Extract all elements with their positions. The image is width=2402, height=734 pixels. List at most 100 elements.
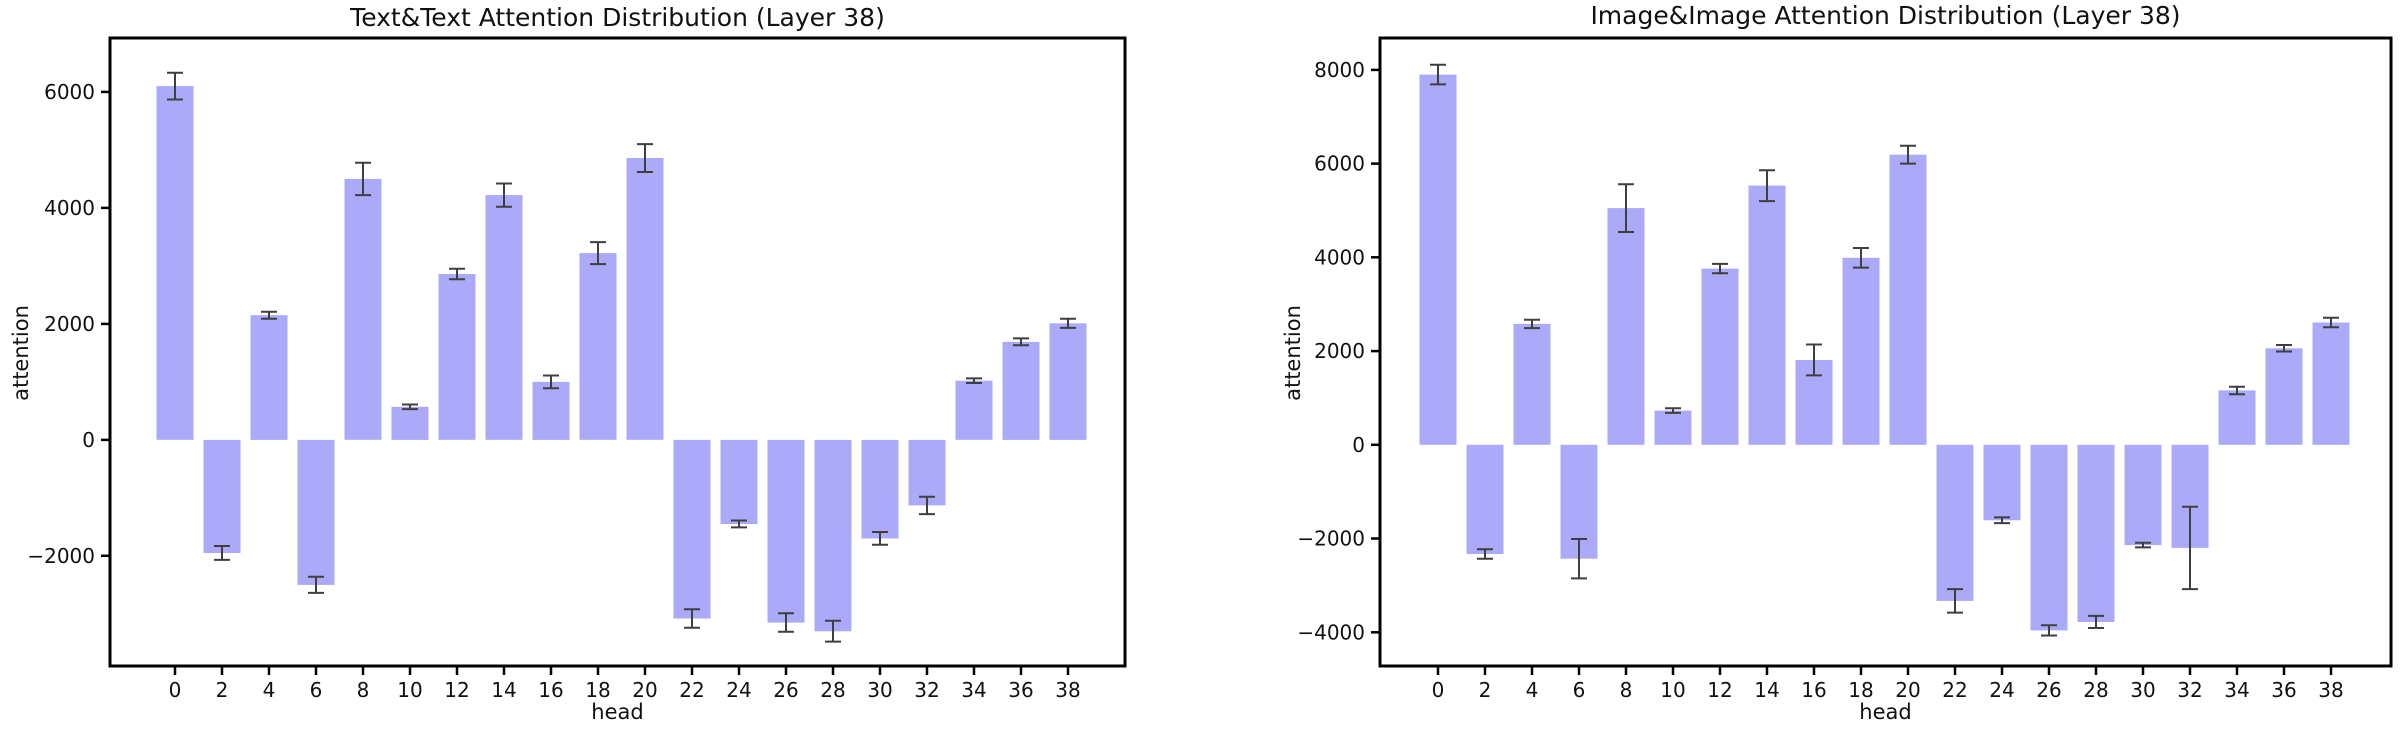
bar-head-14 bbox=[485, 195, 523, 440]
x-tick-label: 34 bbox=[2224, 678, 2249, 702]
bar-head-4 bbox=[250, 315, 288, 440]
y-tick-label: 8000 bbox=[1314, 58, 1365, 82]
x-tick-label: 20 bbox=[1895, 678, 1920, 702]
y-tick-label: −2000 bbox=[1297, 527, 1365, 551]
bar-head-28 bbox=[2077, 444, 2115, 622]
error-bar-head-38 bbox=[2323, 316, 2339, 329]
bar-head-34 bbox=[2218, 390, 2256, 445]
x-tick-label: 10 bbox=[397, 678, 422, 702]
x-tick-label: 0 bbox=[169, 678, 182, 702]
x-tick-label: 0 bbox=[1432, 678, 1445, 702]
bar-head-8 bbox=[344, 178, 382, 440]
error-bar-head-0 bbox=[167, 71, 183, 101]
bar-head-22 bbox=[673, 439, 711, 619]
y-tick-label: 4000 bbox=[1314, 245, 1365, 269]
error-bar-head-30 bbox=[2135, 541, 2151, 549]
y-tick-label: 4000 bbox=[44, 196, 95, 220]
x-tick-label: 2 bbox=[216, 678, 229, 702]
error-bar-head-20 bbox=[1900, 144, 1916, 165]
y-tick-label: −2000 bbox=[27, 544, 95, 568]
bar-head-30 bbox=[2124, 444, 2162, 546]
x-tick-label: 8 bbox=[357, 678, 370, 702]
error-bar-head-6 bbox=[1571, 538, 1587, 580]
x-tick-label: 34 bbox=[961, 678, 986, 702]
x-tick-label: 32 bbox=[914, 678, 939, 702]
error-bar-head-24 bbox=[731, 519, 747, 529]
error-bar-head-36 bbox=[2276, 344, 2292, 353]
x-tick-label: 24 bbox=[1989, 678, 2014, 702]
error-bar-head-30 bbox=[872, 531, 888, 546]
error-bar-head-10 bbox=[1665, 407, 1681, 414]
x-tick-label: 38 bbox=[2318, 678, 2343, 702]
error-bar-head-16 bbox=[1806, 343, 1822, 377]
x-tick-label: 28 bbox=[820, 678, 845, 702]
bar-head-22 bbox=[1936, 444, 1974, 601]
bar-head-12 bbox=[438, 274, 476, 440]
y-tick-label: 6000 bbox=[44, 80, 95, 104]
bar-head-4 bbox=[1513, 323, 1551, 445]
error-bars bbox=[1430, 63, 2339, 637]
error-bar-head-28 bbox=[2088, 614, 2104, 629]
x-tick-label: 12 bbox=[1707, 678, 1732, 702]
y-tick-label: 2000 bbox=[44, 312, 95, 336]
error-bar-head-22 bbox=[684, 608, 700, 629]
x-tick-label: 6 bbox=[1573, 678, 1586, 702]
x-axis-label-right: head bbox=[1859, 700, 1912, 724]
x-tick-label: 26 bbox=[2036, 678, 2061, 702]
bar-head-2 bbox=[203, 439, 241, 553]
x-tick-label: 12 bbox=[444, 678, 469, 702]
axes-spines bbox=[1378, 36, 2393, 668]
error-bar-head-24 bbox=[1994, 516, 2010, 525]
x-tick-label: 32 bbox=[2177, 678, 2202, 702]
error-bar-head-38 bbox=[1060, 317, 1076, 329]
bar-head-30 bbox=[861, 439, 899, 539]
error-bar-head-12 bbox=[449, 267, 465, 281]
y-axis-ticks: 8000 6000 4000 2000 0 −2000 −4000 bbox=[1297, 58, 1380, 644]
bar-head-10 bbox=[391, 406, 429, 440]
error-bar-head-16 bbox=[543, 374, 559, 390]
bar-head-18 bbox=[579, 253, 617, 440]
bar-head-24 bbox=[1983, 444, 2021, 521]
bar-head-14 bbox=[1748, 185, 1786, 445]
error-bar-head-14 bbox=[1759, 169, 1775, 203]
bar-head-0 bbox=[156, 86, 194, 440]
x-tick-label: 2 bbox=[1479, 678, 1492, 702]
error-bar-head-36 bbox=[1013, 337, 1029, 347]
bar-head-32 bbox=[908, 439, 946, 506]
error-bar-head-4 bbox=[1524, 318, 1540, 330]
bar-head-38 bbox=[1049, 323, 1087, 440]
x-tick-label: 18 bbox=[585, 678, 610, 702]
x-tick-label: 6 bbox=[310, 678, 323, 702]
error-bar-head-32 bbox=[919, 495, 935, 516]
error-bar-head-8 bbox=[355, 161, 371, 197]
axes-spines bbox=[108, 36, 1127, 668]
bar-head-36 bbox=[1002, 341, 1040, 440]
bar-head-2 bbox=[1466, 444, 1504, 554]
x-tick-label: 22 bbox=[1942, 678, 1967, 702]
bar-head-6 bbox=[297, 439, 335, 585]
x-tick-label: 36 bbox=[1008, 678, 1033, 702]
x-tick-label: 38 bbox=[1055, 678, 1080, 702]
bar-head-26 bbox=[2030, 444, 2068, 631]
x-tick-label: 4 bbox=[263, 678, 276, 702]
x-tick-label: 16 bbox=[1801, 678, 1826, 702]
x-tick-label: 30 bbox=[2130, 678, 2155, 702]
x-tick-label: 22 bbox=[679, 678, 704, 702]
error-bar-head-2 bbox=[214, 545, 230, 561]
y-tick-label: 0 bbox=[1352, 433, 1365, 457]
error-bars bbox=[167, 71, 1076, 643]
error-bar-head-34 bbox=[2229, 385, 2245, 396]
x-tick-label: 18 bbox=[1848, 678, 1873, 702]
x-axis-ticks: 0 2 4 6 8 10 12 14 16 18 20 22 24 26 28 30 32 34 36 38 bbox=[169, 666, 1081, 702]
x-tick-label: 36 bbox=[2271, 678, 2296, 702]
error-bar-head-8 bbox=[1618, 183, 1634, 233]
x-axis-label-left: head bbox=[591, 700, 644, 724]
y-tick-label: 2000 bbox=[1314, 339, 1365, 363]
error-bar-head-26 bbox=[2041, 624, 2057, 637]
y-tick-label: 6000 bbox=[1314, 152, 1365, 176]
x-tick-label: 14 bbox=[491, 678, 516, 702]
x-tick-label: 10 bbox=[1660, 678, 1685, 702]
bar-head-20 bbox=[1889, 154, 1927, 445]
